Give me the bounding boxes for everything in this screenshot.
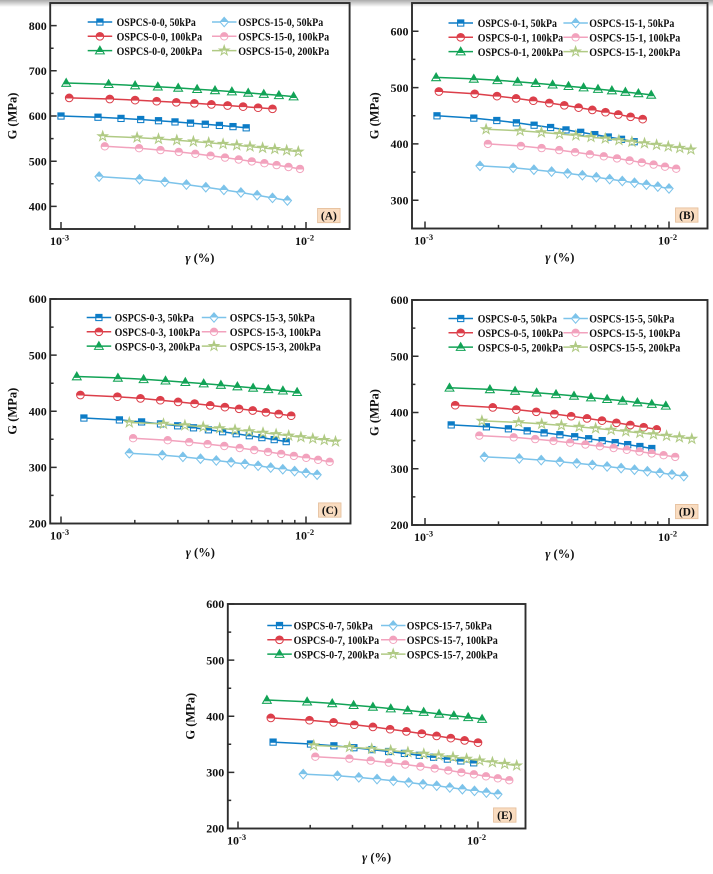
svg-text:γ (%): γ (%) [545, 251, 574, 265]
svg-text:OSPCS-0-7, 100kPa: OSPCS-0-7, 100kPa [294, 633, 380, 647]
svg-text:OSPCS-0-3, 100kPa: OSPCS-0-3, 100kPa [115, 325, 201, 339]
svg-text:400: 400 [206, 710, 224, 724]
svg-text:600: 600 [29, 292, 47, 306]
svg-text:OSPCS-15-1, 50kPa: OSPCS-15-1, 50kPa [589, 16, 674, 30]
svg-text:OSPCS-15-5, 100kPa: OSPCS-15-5, 100kPa [589, 326, 680, 340]
svg-text:500: 500 [206, 653, 224, 667]
svg-text:500: 500 [29, 348, 47, 362]
svg-text:G (MPa): G (MPa) [368, 92, 382, 139]
svg-text:300: 300 [206, 766, 224, 780]
svg-text:OSPCS-15-7, 50kPa: OSPCS-15-7, 50kPa [407, 619, 492, 633]
svg-text:300: 300 [391, 462, 409, 476]
svg-text:OSPCS-15-3, 50kPa: OSPCS-15-3, 50kPa [230, 311, 315, 325]
svg-text:G (MPa): G (MPa) [183, 693, 197, 740]
svg-text:OSPCS-0-5, 50kPa: OSPCS-0-5, 50kPa [478, 312, 557, 326]
svg-text:G (MPa): G (MPa) [368, 389, 382, 436]
svg-text:800: 800 [29, 19, 47, 33]
svg-text:OSPCS-15-3, 200kPa: OSPCS-15-3, 200kPa [230, 339, 321, 353]
svg-text:OSPCS-15-5, 50kPa: OSPCS-15-5, 50kPa [589, 312, 674, 326]
svg-text:200: 200 [391, 518, 409, 532]
svg-text:G (MPa): G (MPa) [6, 388, 20, 435]
svg-text:OSPCS-15-0, 100kPa: OSPCS-15-0, 100kPa [238, 30, 329, 44]
svg-text:700: 700 [29, 64, 47, 78]
svg-text:OSPCS-0-3, 50kPa: OSPCS-0-3, 50kPa [115, 311, 194, 325]
svg-text:OSPCS-0-1, 100kPa: OSPCS-0-1, 100kPa [478, 31, 564, 45]
svg-text:γ (%): γ (%) [545, 547, 574, 561]
svg-text:OSPCS-0-0, 200kPa: OSPCS-0-0, 200kPa [117, 44, 203, 58]
svg-text:OSPCS-15-1, 200kPa: OSPCS-15-1, 200kPa [589, 45, 680, 59]
svg-text:400: 400 [391, 137, 409, 151]
svg-text:(E): (E) [497, 810, 513, 822]
svg-text:600: 600 [391, 24, 409, 38]
svg-text:OSPCS-15-0, 50kPa: OSPCS-15-0, 50kPa [238, 15, 323, 29]
svg-text:300: 300 [391, 194, 409, 208]
svg-text:(A): (A) [321, 211, 337, 223]
svg-text:OSPCS-0-7, 200kPa: OSPCS-0-7, 200kPa [294, 647, 380, 661]
svg-text:(D): (D) [679, 507, 695, 519]
svg-text:(C): (C) [322, 505, 338, 517]
svg-text:OSPCS-0-1, 200kPa: OSPCS-0-1, 200kPa [478, 45, 564, 59]
svg-text:OSPCS-15-0, 200kPa: OSPCS-15-0, 200kPa [238, 44, 329, 58]
svg-text:OSPCS-15-5, 200kPa: OSPCS-15-5, 200kPa [589, 340, 680, 354]
svg-text:200: 200 [29, 517, 47, 531]
svg-text:OSPCS-15-7, 100kPa: OSPCS-15-7, 100kPa [407, 633, 498, 647]
svg-text:γ (%): γ (%) [362, 851, 391, 865]
svg-text:600: 600 [29, 109, 47, 123]
svg-text:OSPCS-15-1, 100kPa: OSPCS-15-1, 100kPa [589, 31, 680, 45]
svg-text:γ (%): γ (%) [185, 251, 214, 265]
svg-text:500: 500 [391, 349, 409, 363]
svg-text:200: 200 [206, 822, 224, 836]
svg-text:OSPCS-0-0, 100kPa: OSPCS-0-0, 100kPa [117, 30, 203, 44]
svg-text:OSPCS-0-0, 50kPa: OSPCS-0-0, 50kPa [117, 15, 196, 29]
svg-text:γ (%): γ (%) [186, 546, 215, 560]
svg-text:600: 600 [206, 597, 224, 611]
svg-text:400: 400 [29, 404, 47, 418]
svg-text:400: 400 [29, 200, 47, 214]
svg-text:OSPCS-0-3, 200kPa: OSPCS-0-3, 200kPa [115, 339, 201, 353]
svg-text:500: 500 [391, 81, 409, 95]
svg-text:OSPCS-0-1, 50kPa: OSPCS-0-1, 50kPa [478, 16, 557, 30]
svg-text:300: 300 [29, 461, 47, 475]
svg-text:400: 400 [391, 406, 409, 420]
svg-text:OSPCS-0-7, 50kPa: OSPCS-0-7, 50kPa [294, 619, 373, 633]
svg-text:(B): (B) [679, 210, 695, 222]
svg-text:600: 600 [391, 293, 409, 307]
svg-text:OSPCS-0-5, 200kPa: OSPCS-0-5, 200kPa [478, 340, 564, 354]
svg-text:G (MPa): G (MPa) [6, 93, 20, 140]
svg-text:OSPCS-15-3, 100kPa: OSPCS-15-3, 100kPa [230, 325, 321, 339]
svg-text:500: 500 [29, 154, 47, 168]
svg-text:OSPCS-0-5, 100kPa: OSPCS-0-5, 100kPa [478, 326, 564, 340]
svg-text:OSPCS-15-7, 200kPa: OSPCS-15-7, 200kPa [407, 647, 498, 661]
